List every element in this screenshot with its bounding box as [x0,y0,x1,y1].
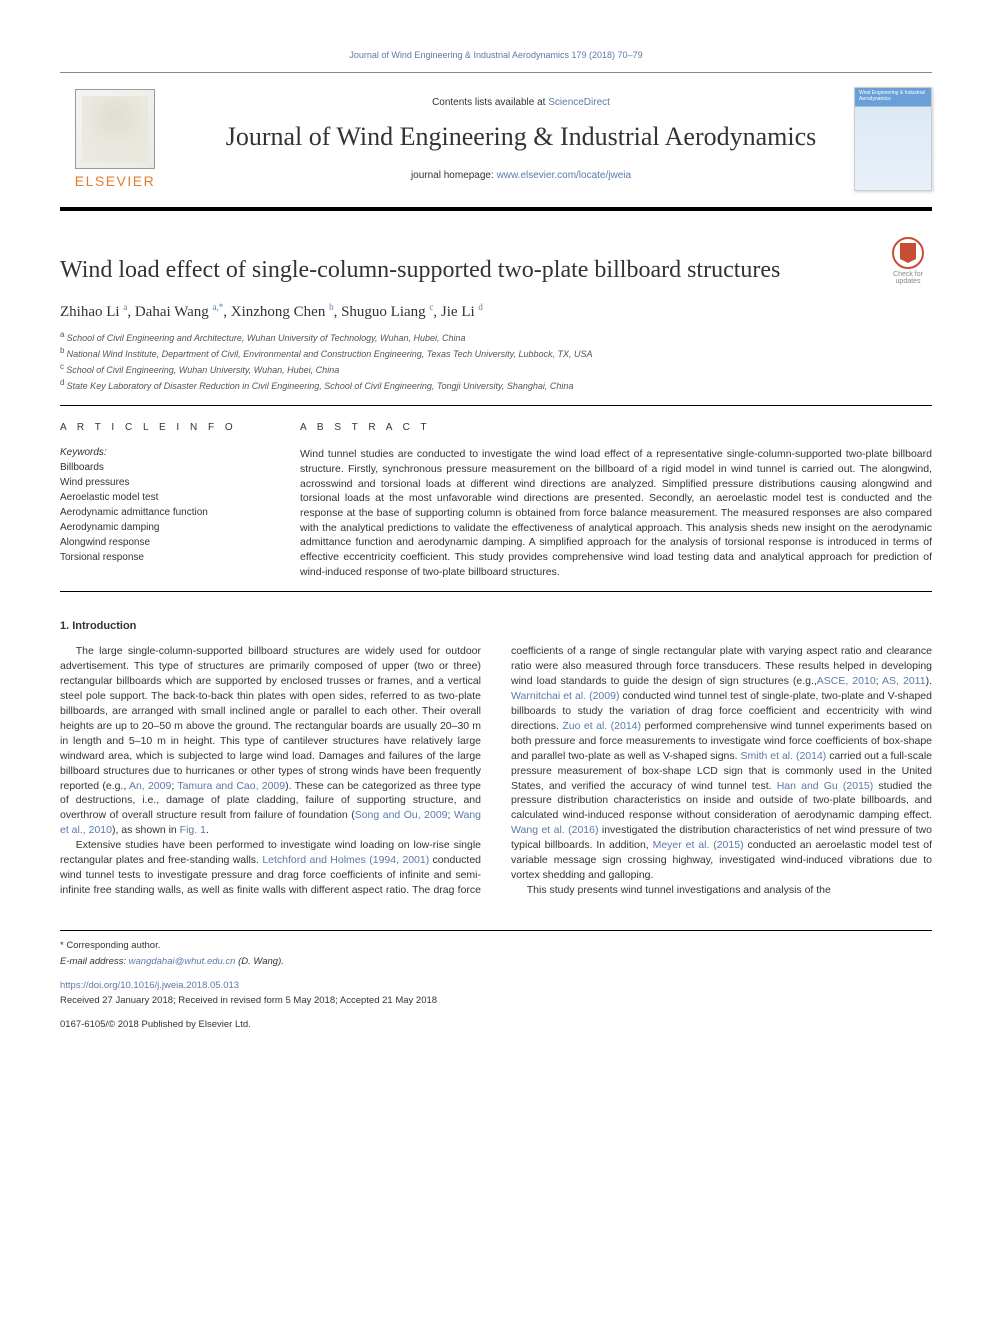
author-name: Dahai Wang [135,304,213,320]
bookmark-icon [900,243,916,263]
author-affiliation-mark[interactable]: a,* [213,302,224,312]
article-history: Received 27 January 2018; Received in re… [60,994,932,1008]
citation-link[interactable]: Tamura and Cao, 2009 [177,780,285,792]
check-updates-label: Check for updates [884,271,932,285]
footer-block: * Corresponding author. E-mail address: … [60,930,932,1032]
contents-line: Contents lists available at ScienceDirec… [188,97,854,108]
elsevier-text: ELSEVIER [75,173,155,189]
copyright-line: 0167-6105/© 2018 Published by Elsevier L… [60,1018,932,1032]
body-two-column: The large single-column-supported billbo… [60,644,932,897]
keyword-item: Torsional response [60,550,270,565]
corresponding-author: * Corresponding author. [60,939,932,953]
citation-link[interactable]: Smith et al. (2014) [740,750,826,762]
article-info-heading: A R T I C L E I N F O [60,422,270,433]
keyword-item: Billboards [60,460,270,475]
affiliation-line: a School of Civil Engineering and Archit… [60,329,932,345]
divider-rule [60,405,932,406]
email-suffix: (D. Wang). [235,956,283,967]
keyword-item: Aerodynamic admittance function [60,505,270,520]
homepage-prefix: journal homepage: [411,170,497,181]
keyword-item: Alongwind response [60,535,270,550]
author-name: Zhihao Li [60,304,123,320]
author-name: Jie Li [441,304,479,320]
keyword-item: Aerodynamic damping [60,520,270,535]
keywords-label: Keywords: [60,447,270,458]
citation-link[interactable]: Zuo et al. (2014) [562,720,641,732]
elsevier-logo: ELSEVIER [60,79,170,199]
citation-link[interactable]: Song and Ou, 2009 [355,809,448,821]
citation-link[interactable]: ASCE, 2010 [817,675,876,687]
author-name: Xinzhong Chen [231,304,329,320]
affiliations-block: a School of Civil Engineering and Archit… [60,329,932,393]
homepage-line: journal homepage: www.elsevier.com/locat… [188,170,854,181]
citation-link[interactable]: Wang et al. (2016) [511,824,598,836]
author-affiliation-mark[interactable]: a [123,302,127,312]
affiliation-line: d State Key Laboratory of Disaster Reduc… [60,377,932,393]
elsevier-tree-icon [75,89,155,169]
abstract-heading: A B S T R A C T [300,422,932,433]
keywords-list: BillboardsWind pressuresAeroelastic mode… [60,460,270,565]
doi-link[interactable]: https://doi.org/10.1016/j.jweia.2018.05.… [60,979,932,993]
cover-title-small: Wind Engineering & Industrial Aerodynami… [859,91,927,102]
section-1-heading: 1. Introduction [60,620,932,632]
citation-link[interactable]: Meyer et al. (2015) [653,839,744,851]
abstract-block: A B S T R A C T Wind tunnel studies are … [300,422,932,579]
journal-cover-thumbnail: Wind Engineering & Industrial Aerodynami… [854,87,932,191]
citation-link[interactable]: Warnitchai et al. (2009) [511,690,619,702]
top-citation-link[interactable]: Journal of Wind Engineering & Industrial… [60,50,932,60]
page-root: Journal of Wind Engineering & Industrial… [0,0,992,1072]
figure-link[interactable]: Fig. 1 [180,824,206,836]
check-updates-badge[interactable]: Check for updates [884,235,932,287]
email-link[interactable]: wangdahai@whut.edu.cn [129,956,236,967]
article-title: Wind load effect of single-column-suppor… [60,257,780,284]
abstract-text: Wind tunnel studies are conducted to inv… [300,447,932,579]
article-info-block: A R T I C L E I N F O Keywords: Billboar… [60,422,270,579]
affiliation-line: b National Wind Institute, Department of… [60,345,932,361]
affiliation-line: c School of Civil Engineering, Wuhan Uni… [60,361,932,377]
paragraph: This study presents wind tunnel investig… [511,883,932,898]
journal-header: ELSEVIER Contents lists available at Sci… [60,72,932,211]
author-affiliation-mark[interactable]: d [478,302,483,312]
journal-name: Journal of Wind Engineering & Industrial… [188,122,854,152]
citation-link[interactable]: Han and Gu (2015) [777,780,874,792]
author-affiliation-mark[interactable]: c [429,302,433,312]
sciencedirect-link[interactable]: ScienceDirect [548,97,610,108]
email-line: E-mail address: wangdahai@whut.edu.cn (D… [60,955,932,969]
contents-prefix: Contents lists available at [432,97,548,108]
keyword-item: Wind pressures [60,475,270,490]
email-label: E-mail address: [60,956,129,967]
author-name: Shuguo Liang [341,304,429,320]
citation-link[interactable]: An, 2009 [129,780,171,792]
authors-line: Zhihao Li a, Dahai Wang a,*, Xinzhong Ch… [60,302,932,321]
citation-link[interactable]: AS, 2011 [882,675,926,687]
keyword-item: Aeroelastic model test [60,490,270,505]
citation-link[interactable]: Letchford and Holmes (1994, 2001) [262,854,429,866]
homepage-link[interactable]: www.elsevier.com/locate/jweia [497,170,632,181]
author-affiliation-mark[interactable]: b [329,302,334,312]
paragraph: The large single-column-supported billbo… [60,644,481,838]
divider-rule [60,591,932,592]
